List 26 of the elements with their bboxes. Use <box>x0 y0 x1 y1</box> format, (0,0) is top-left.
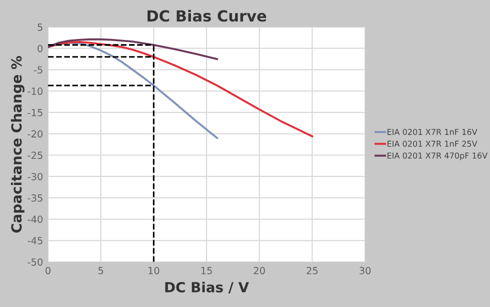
x-axis-title: DC Bias / V <box>165 282 249 294</box>
y-tick-label: -5 <box>34 66 42 74</box>
legend-label: EIA 0201 X7R 470pF 16V <box>388 152 488 160</box>
y-tick-label: -25 <box>28 152 42 159</box>
y-tick-label: -10 <box>28 88 43 95</box>
x-tick-label: 5 <box>98 267 104 274</box>
line-series <box>48 40 314 138</box>
y-tick-label: -45 <box>28 237 42 244</box>
legend-label: EIA 0201 X7R 1nF 25V <box>388 140 478 147</box>
y-axis-title: Capacitance Change % <box>10 56 24 233</box>
y-tick-label: -15 <box>28 109 42 116</box>
y-tick-label: -35 <box>28 194 42 202</box>
y-tick-label: -20 <box>28 130 43 138</box>
x-tick-label: 10 <box>148 266 160 274</box>
y-tick-label: -50 <box>28 258 43 266</box>
y-tick-label: -40 <box>28 216 43 223</box>
x-tick-label: 15 <box>201 267 212 274</box>
chart-title: DC Bias Curve <box>148 10 266 22</box>
y-tick-label: 0 <box>38 44 43 52</box>
legend-label: EIA 0201 X7R 1nF 16V <box>388 128 478 135</box>
x-tick-label: 30 <box>360 266 371 274</box>
x-tick-label: 0 <box>46 266 50 274</box>
x-tick-label: 20 <box>254 266 265 274</box>
y-tick-label: -30 <box>28 172 43 180</box>
x-tick-label: 25 <box>306 266 318 274</box>
y-tick-label: 5 <box>38 24 42 31</box>
